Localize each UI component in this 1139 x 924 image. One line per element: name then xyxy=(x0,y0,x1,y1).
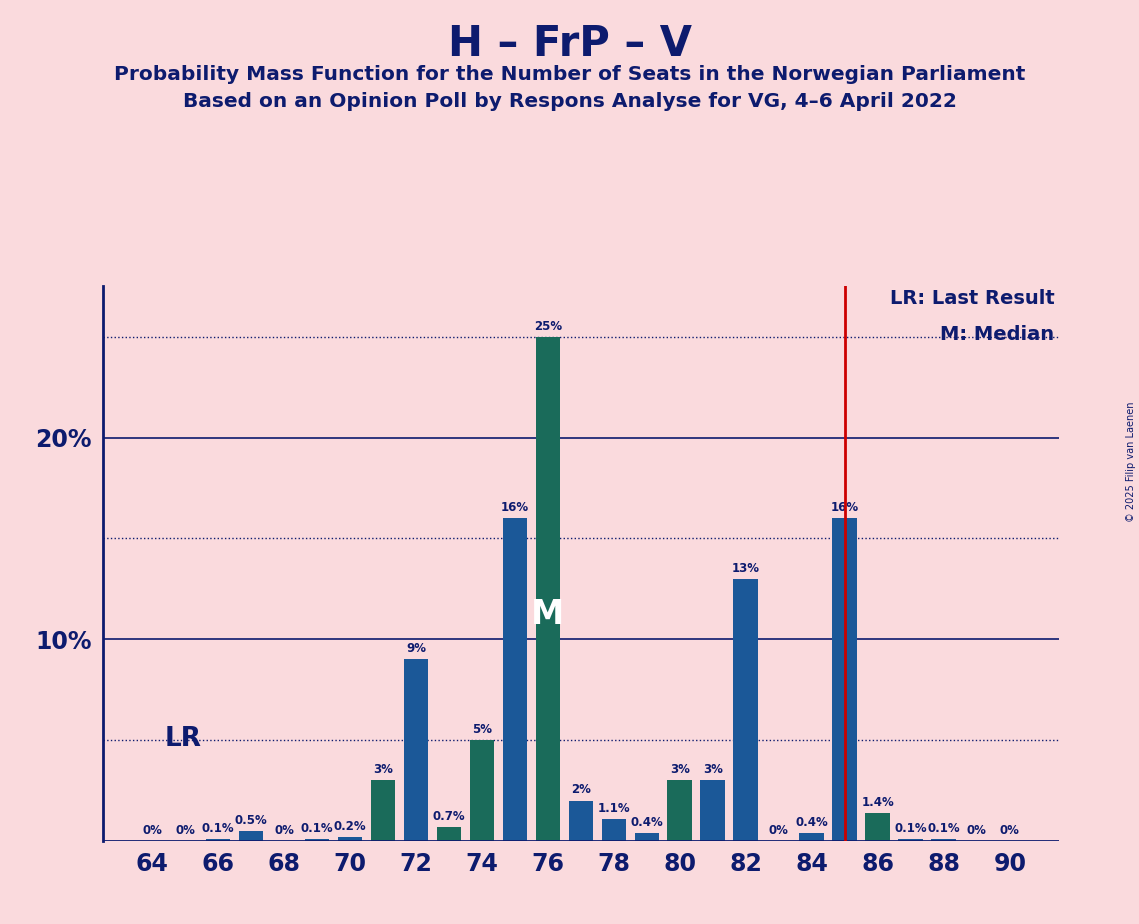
Text: 0.4%: 0.4% xyxy=(795,816,828,829)
Bar xyxy=(502,518,527,841)
Bar xyxy=(833,518,858,841)
Text: 13%: 13% xyxy=(732,562,760,575)
Bar xyxy=(932,839,956,841)
Bar xyxy=(337,837,362,841)
Text: 16%: 16% xyxy=(830,501,859,515)
Text: Probability Mass Function for the Number of Seats in the Norwegian Parliament: Probability Mass Function for the Number… xyxy=(114,65,1025,84)
Text: 25%: 25% xyxy=(534,320,562,333)
Bar xyxy=(469,740,494,841)
Text: 0.7%: 0.7% xyxy=(433,809,465,822)
Text: 5%: 5% xyxy=(472,723,492,736)
Text: 0.4%: 0.4% xyxy=(631,816,663,829)
Text: LR: Last Result: LR: Last Result xyxy=(890,289,1055,309)
Bar xyxy=(436,827,461,841)
Text: 0%: 0% xyxy=(274,824,294,837)
Text: 0.1%: 0.1% xyxy=(894,821,927,834)
Text: 0%: 0% xyxy=(175,824,195,837)
Text: 0.2%: 0.2% xyxy=(334,820,367,833)
Bar xyxy=(866,812,891,841)
Text: 0%: 0% xyxy=(967,824,986,837)
Text: 2%: 2% xyxy=(571,784,591,796)
Text: 1.4%: 1.4% xyxy=(861,796,894,808)
Text: 3%: 3% xyxy=(670,763,690,776)
Text: H – FrP – V: H – FrP – V xyxy=(448,23,691,65)
Bar xyxy=(634,833,659,841)
Text: 16%: 16% xyxy=(501,501,528,515)
Text: 0.5%: 0.5% xyxy=(235,814,268,827)
Text: M: M xyxy=(531,598,565,630)
Bar xyxy=(304,839,329,841)
Bar xyxy=(899,839,924,841)
Text: 3%: 3% xyxy=(372,763,393,776)
Bar xyxy=(370,781,395,841)
Text: 0%: 0% xyxy=(1000,824,1019,837)
Text: 1.1%: 1.1% xyxy=(598,802,630,815)
Text: 0.1%: 0.1% xyxy=(301,821,334,834)
Text: LR: LR xyxy=(165,726,202,752)
Bar xyxy=(238,831,263,841)
Text: 0.1%: 0.1% xyxy=(927,821,960,834)
Bar xyxy=(403,660,428,841)
Text: 9%: 9% xyxy=(405,642,426,655)
Bar xyxy=(700,781,726,841)
Text: 0%: 0% xyxy=(142,824,162,837)
Bar xyxy=(601,819,626,841)
Bar xyxy=(734,578,759,841)
Text: 0%: 0% xyxy=(769,824,789,837)
Text: 0.1%: 0.1% xyxy=(202,821,235,834)
Bar xyxy=(568,800,593,841)
Bar xyxy=(206,839,230,841)
Text: 3%: 3% xyxy=(703,763,723,776)
Bar xyxy=(800,833,825,841)
Bar xyxy=(535,337,560,841)
Text: M: Median: M: Median xyxy=(941,325,1055,345)
Text: Based on an Opinion Poll by Respons Analyse for VG, 4–6 April 2022: Based on an Opinion Poll by Respons Anal… xyxy=(182,92,957,112)
Text: © 2025 Filip van Laenen: © 2025 Filip van Laenen xyxy=(1126,402,1136,522)
Bar xyxy=(667,781,693,841)
